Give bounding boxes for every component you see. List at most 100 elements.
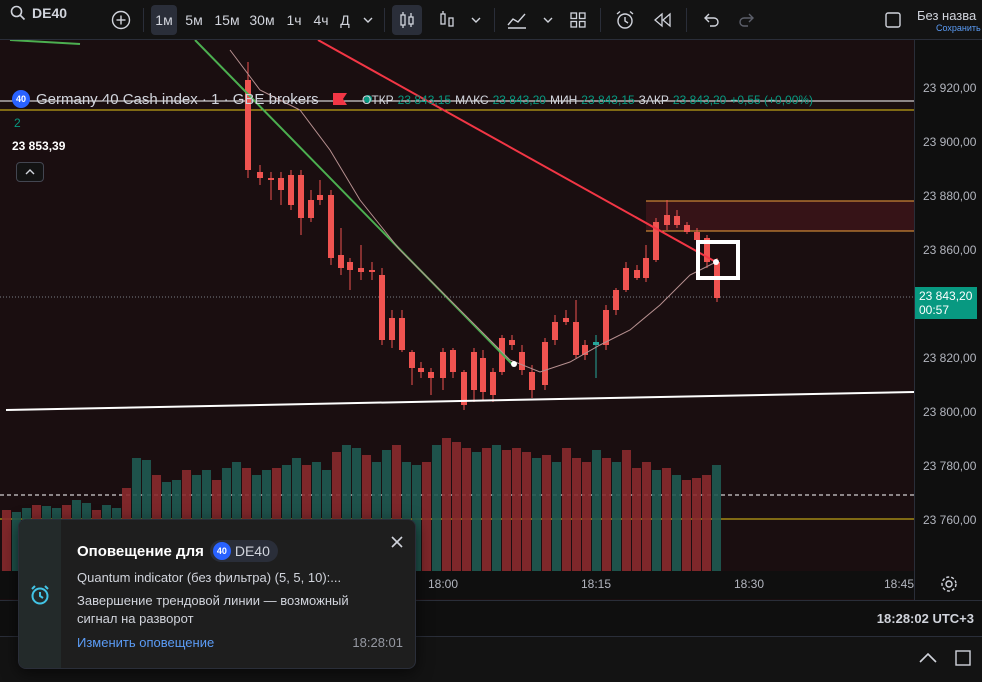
volume-bar xyxy=(472,452,481,571)
collapse-legend-button[interactable] xyxy=(16,162,44,182)
candle-body xyxy=(582,345,588,355)
volume-bar xyxy=(512,448,521,571)
chevron-down-icon xyxy=(471,17,481,23)
indicators-dropdown[interactable] xyxy=(536,5,560,35)
price-label: 23 820,00 xyxy=(923,351,977,365)
volume-bar xyxy=(592,450,601,571)
volume-bar xyxy=(232,462,241,571)
timeframe-5m[interactable]: 5м xyxy=(185,12,203,28)
symbol-search[interactable]: DE40 xyxy=(10,5,67,21)
layout-button[interactable] xyxy=(563,5,593,35)
alert-time: 18:28:01 xyxy=(352,635,403,650)
trendline-white-support[interactable] xyxy=(5,391,914,411)
indicators-button[interactable] xyxy=(502,5,532,35)
chart-type-button[interactable] xyxy=(432,5,462,35)
trendline-red[interactable] xyxy=(317,40,717,263)
volume-bar xyxy=(12,512,21,571)
volume-bar xyxy=(392,445,401,571)
alert-message-line2: сигнал на разворот xyxy=(77,611,194,626)
volume-bar xyxy=(632,468,641,571)
timeframe-1m[interactable]: 1м xyxy=(151,5,177,35)
chart-settings-button[interactable] xyxy=(940,575,958,598)
chart-type-dropdown[interactable] xyxy=(464,5,488,35)
alert-button[interactable] xyxy=(610,5,640,35)
candle-body xyxy=(461,372,467,405)
candle-body xyxy=(317,195,323,200)
alert-symbol-chip[interactable]: 40 DE40 xyxy=(209,540,278,562)
compare-symbol-button[interactable] xyxy=(106,5,136,35)
fullscreen-toggle[interactable] xyxy=(878,5,908,35)
volume-bar xyxy=(662,468,671,571)
candle-body xyxy=(480,358,486,392)
alert-notification[interactable]: Оповещение для 40 DE40 Quantum indicator… xyxy=(18,519,416,669)
undo-button[interactable] xyxy=(696,5,726,35)
redo-button[interactable] xyxy=(732,5,762,35)
candle-body xyxy=(542,342,548,385)
symbol-logo: 40 xyxy=(12,90,30,108)
save-hint[interactable]: Сохранить xyxy=(936,23,981,33)
moving-average-line xyxy=(229,49,717,373)
candle-body xyxy=(298,175,304,218)
undo-icon xyxy=(704,13,719,27)
volume-bar xyxy=(2,510,11,571)
replay-button[interactable] xyxy=(648,5,678,35)
volume-bar xyxy=(552,462,561,571)
candle-body xyxy=(428,372,434,378)
legend-sub: 2 xyxy=(14,116,21,130)
trendline-green[interactable] xyxy=(194,40,513,365)
alert-symbol: DE40 xyxy=(234,543,270,559)
volume-bar xyxy=(432,445,441,571)
candles-style-button[interactable] xyxy=(392,5,422,35)
close-icon xyxy=(391,536,403,548)
alarm-clock-icon xyxy=(616,10,634,29)
volume-bar xyxy=(482,448,491,571)
candle-body xyxy=(347,262,353,270)
current-price-box: 23 843,20 00:57 xyxy=(915,287,977,319)
candle-body xyxy=(399,318,405,350)
timeframe-1d[interactable]: Д xyxy=(340,12,350,28)
price-label: 23 760,00 xyxy=(923,513,977,527)
candle-body xyxy=(529,372,535,390)
chevron-up-icon xyxy=(919,652,937,663)
volume-bar xyxy=(582,462,591,571)
chart-legend[interactable]: 40 Germany 40 Cash index · 1 · GBE broke… xyxy=(12,90,373,108)
volume-bar xyxy=(372,462,381,571)
candle-body xyxy=(634,270,640,278)
candle-body xyxy=(338,255,344,268)
clock-timezone[interactable]: 18:28:02 UTC+3 xyxy=(876,611,974,626)
alert-title: Оповещение для xyxy=(77,542,204,560)
candle-body xyxy=(653,222,659,260)
bar-countdown: 00:57 xyxy=(919,303,950,317)
volume-bar xyxy=(692,478,701,571)
layout-name[interactable]: Без назва xyxy=(917,8,977,23)
chart-canvas[interactable] xyxy=(0,40,914,600)
timeframe-15m[interactable]: 15м xyxy=(214,12,240,28)
time-label: 18:30 xyxy=(734,577,765,591)
edit-alert-link[interactable]: Изменить оповещение xyxy=(77,635,215,650)
grid-icon xyxy=(570,12,586,28)
chevron-down-icon xyxy=(363,17,373,23)
timeframe-dropdown[interactable] xyxy=(356,5,380,35)
volume-bar xyxy=(612,462,621,571)
signal-highlight-box[interactable] xyxy=(696,240,740,280)
timeframe-4h[interactable]: 4ч xyxy=(313,12,329,28)
time-label: 18:00 xyxy=(428,577,459,591)
search-icon xyxy=(10,5,26,21)
candle-body xyxy=(664,215,670,225)
indicators-icon xyxy=(507,13,526,29)
timeframe-1h[interactable]: 1ч xyxy=(286,12,302,28)
volume-bar xyxy=(352,448,361,571)
maximize-panel-button[interactable] xyxy=(954,649,972,672)
price-axis[interactable]: 23 920,00 23 900,00 23 880,00 23 860,00 … xyxy=(914,40,982,600)
collapse-panel-button[interactable] xyxy=(918,651,938,670)
volume-bar xyxy=(382,450,391,571)
trend-point-marker xyxy=(511,361,517,367)
volume-bar xyxy=(302,465,311,571)
candle-body xyxy=(490,372,496,395)
candle-body xyxy=(418,368,424,372)
candle-body xyxy=(440,352,446,378)
timeframe-30m[interactable]: 30м xyxy=(249,12,275,28)
close-alert-button[interactable] xyxy=(389,534,405,550)
chart-pane[interactable]: 40 Germany 40 Cash index · 1 · GBE broke… xyxy=(0,40,914,600)
candle-body xyxy=(643,258,649,278)
